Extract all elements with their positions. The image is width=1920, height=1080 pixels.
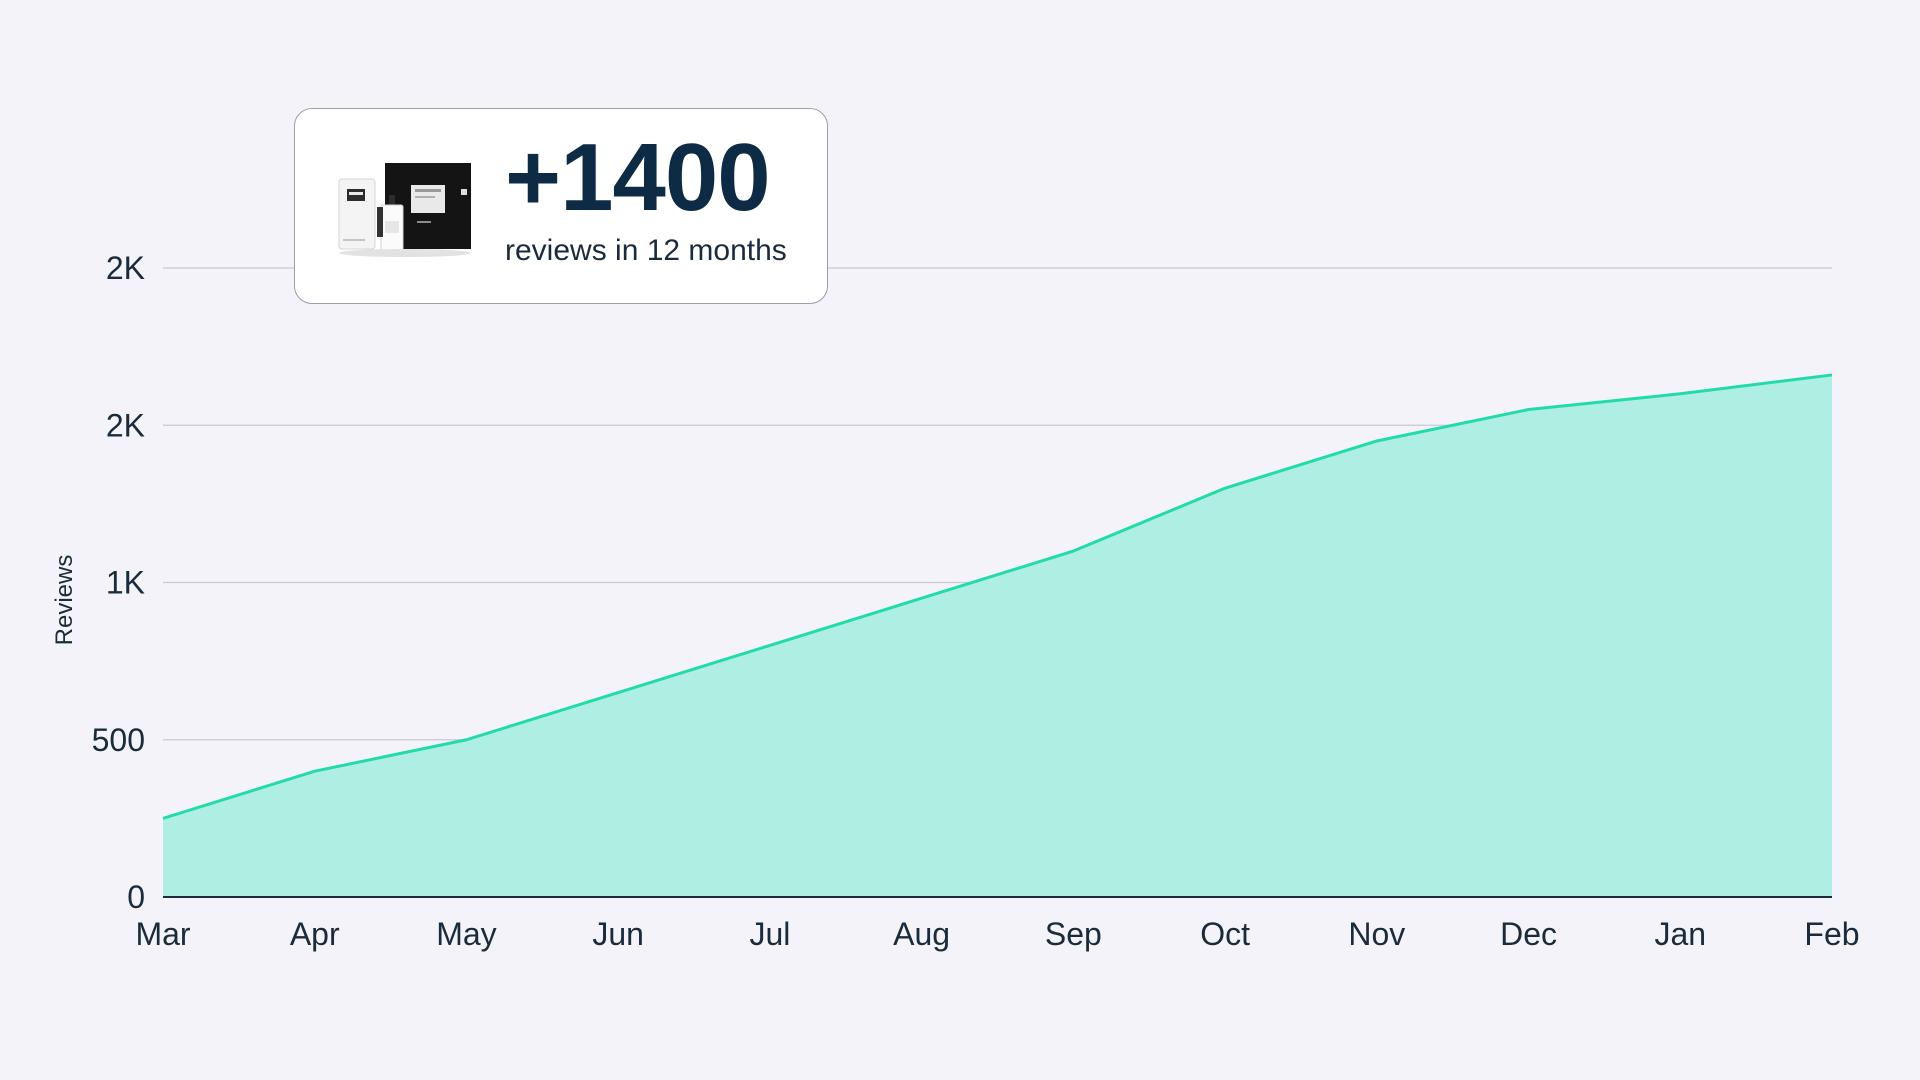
- data-point: [919, 595, 925, 601]
- series-line: [162, 373, 1833, 820]
- y-tick-label: 500: [92, 722, 145, 758]
- series-area: [163, 374, 1832, 897]
- x-tick-label: Dec: [1500, 916, 1557, 952]
- stat-callout: +1400 reviews in 12 months: [294, 108, 828, 304]
- x-tick-label: May: [436, 916, 496, 952]
- data-point: [767, 642, 773, 648]
- review-count-caption: reviews in 12 months: [505, 234, 787, 267]
- x-tick-label: Oct: [1200, 916, 1250, 952]
- data-point: [1829, 372, 1835, 378]
- data-point: [160, 815, 166, 821]
- x-tick-label: Apr: [290, 916, 340, 952]
- x-tick-label: Sep: [1045, 916, 1102, 952]
- x-tick-label: Mar: [135, 916, 190, 952]
- x-tick-label: Jan: [1654, 916, 1706, 952]
- y-tick-label: 2K: [106, 250, 145, 286]
- data-point: [615, 690, 621, 696]
- x-tick-label: Jul: [749, 916, 790, 952]
- x-tick-label: Nov: [1348, 916, 1405, 952]
- data-point: [1222, 485, 1228, 491]
- x-tick-label: Aug: [893, 916, 950, 952]
- data-point: [1374, 438, 1380, 444]
- data-point: [1677, 391, 1683, 397]
- x-tick-label: Feb: [1804, 916, 1859, 952]
- data-point: [463, 737, 469, 743]
- y-tick-label: 1K: [106, 565, 145, 601]
- data-point: [1070, 548, 1076, 554]
- x-tick-label: Jun: [592, 916, 644, 952]
- product-image: [338, 163, 471, 257]
- data-point: [1526, 407, 1532, 413]
- data-point: [312, 768, 318, 774]
- y-axis-title: Reviews: [51, 555, 78, 646]
- y-tick-label: 2K: [106, 407, 145, 443]
- y-tick-label: 0: [127, 879, 145, 915]
- review-count-value: +1400: [505, 124, 771, 231]
